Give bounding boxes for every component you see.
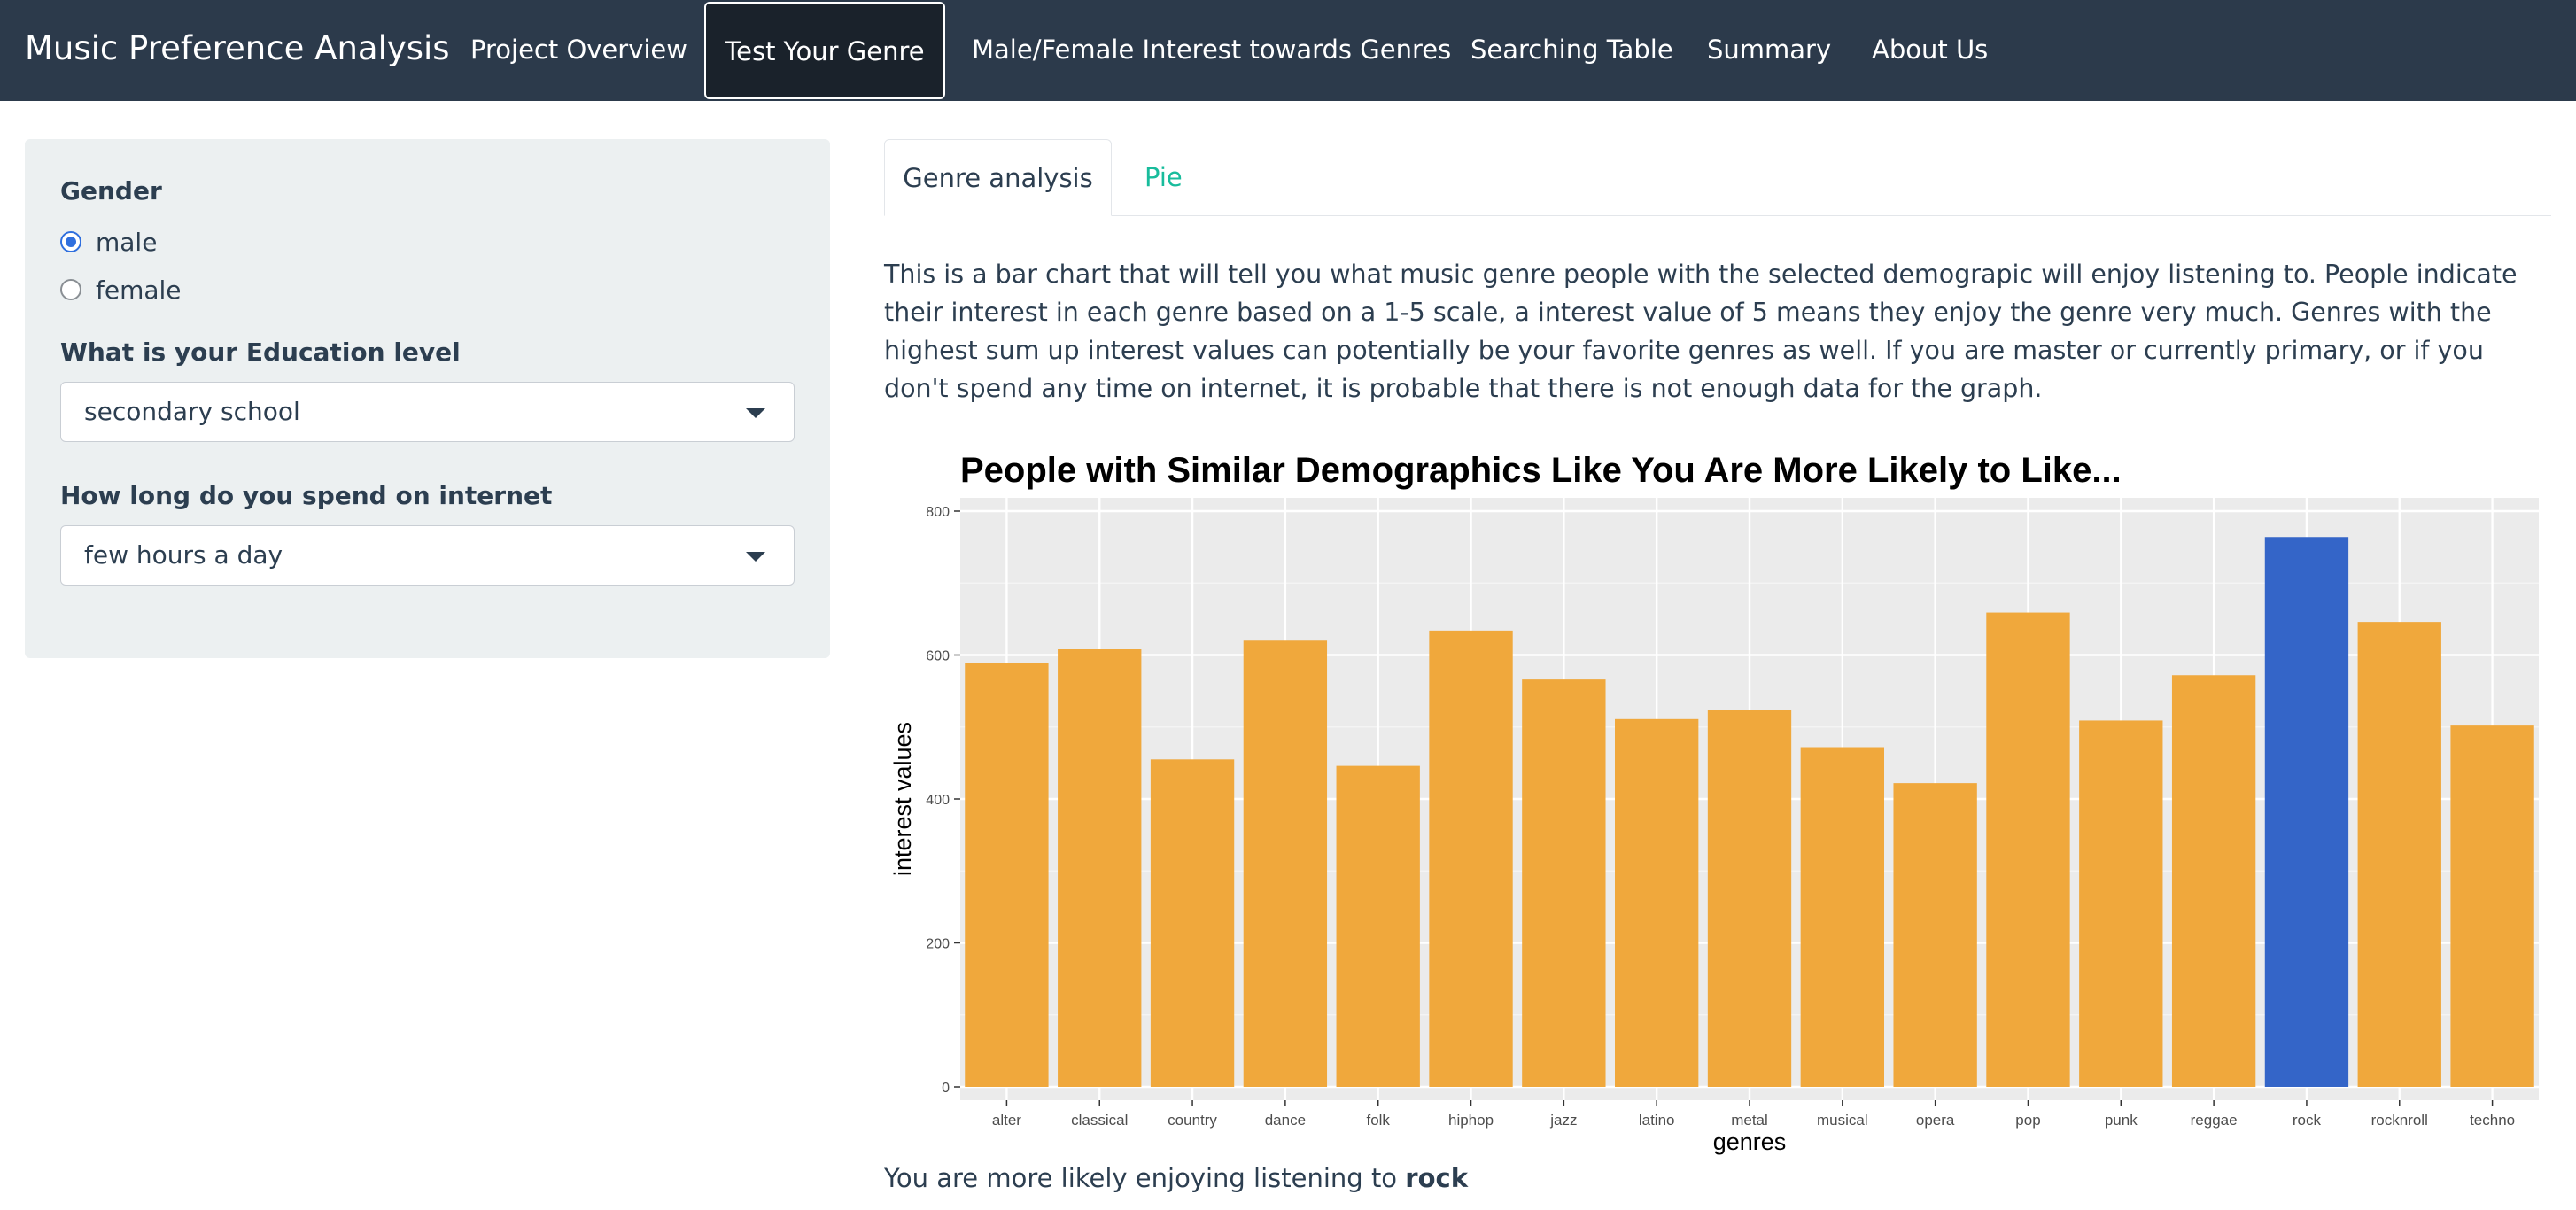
x-tick-label-opera: opera — [1916, 1112, 1955, 1129]
bar-latino — [1615, 718, 1699, 1087]
y-tick-label: 400 — [926, 793, 950, 808]
x-tick-label-hiphop: hiphop — [1448, 1112, 1494, 1129]
x-tick-label-country: country — [1168, 1112, 1217, 1129]
x-tick-label-rocknroll: rocknroll — [2371, 1112, 2428, 1129]
nav-about-us[interactable]: About Us — [1872, 35, 1989, 65]
internet-select[interactable]: few hours a day — [60, 525, 795, 586]
education-label: What is your Education level — [60, 337, 461, 367]
navbar: Music Preference Analysis Project Overvi… — [0, 0, 2576, 101]
result-text: You are more likely enjoying listening t… — [884, 1163, 1468, 1193]
x-tick-label-latino: latino — [1639, 1112, 1675, 1129]
y-tick-label: 600 — [926, 649, 950, 664]
bar-jazz — [1522, 679, 1606, 1087]
x-axis-title: genres — [1713, 1129, 1787, 1155]
internet-select-value: few hours a day — [84, 540, 283, 570]
radio-male[interactable] — [60, 231, 81, 252]
x-tick-label-dance: dance — [1265, 1112, 1306, 1129]
x-tick-label-punk: punk — [2105, 1112, 2138, 1129]
education-select-value: secondary school — [84, 397, 300, 426]
gender-option-male[interactable]: male — [60, 224, 157, 260]
sidebar-panel: Gender male female What is your Educatio… — [25, 139, 830, 658]
x-tick-label-folk: folk — [1366, 1112, 1390, 1129]
x-tick-label-classical: classical — [1071, 1112, 1128, 1129]
bar-pop — [1986, 612, 2070, 1087]
chart-description: This is a bar chart that will tell you w… — [884, 260, 2518, 403]
nav-summary[interactable]: Summary — [1707, 35, 1832, 65]
tab-pie[interactable]: Pie — [1144, 162, 1183, 192]
x-tick-label-techno: techno — [2470, 1112, 2515, 1129]
nav-searching-table[interactable]: Searching Table — [1470, 35, 1673, 65]
radio-female[interactable] — [60, 279, 81, 300]
bar-opera — [1893, 783, 1977, 1087]
x-tick-label-alter: alter — [992, 1112, 1021, 1129]
y-tick-label: 800 — [926, 505, 950, 520]
bar-hiphop — [1429, 630, 1513, 1087]
chart-title: People with Similar Demographics Like Yo… — [960, 451, 2122, 490]
tab-genre-analysis[interactable]: Genre analysis — [884, 139, 1112, 216]
x-tick-label-rock: rock — [2293, 1112, 2322, 1129]
gender-option-female[interactable]: female — [60, 272, 182, 307]
bar-folk — [1336, 765, 1420, 1087]
bar-reggae — [2171, 675, 2256, 1087]
internet-label: How long do you spend on internet — [60, 481, 553, 510]
x-tick-label-jazz: jazz — [1549, 1112, 1577, 1129]
bar-rock — [2264, 537, 2349, 1087]
radio-female-label: female — [96, 275, 182, 305]
y-axis-title: interest values — [889, 722, 916, 876]
chevron-down-icon — [746, 408, 765, 418]
bar-country — [1150, 759, 1235, 1087]
gender-label: Gender — [60, 176, 162, 206]
bar-punk — [2079, 720, 2163, 1087]
y-tick-label: 200 — [926, 937, 950, 952]
genre-bar-chart: People with Similar Demographics Like Yo… — [889, 451, 2539, 1155]
education-select[interactable]: secondary school — [60, 382, 795, 442]
result-genre: rock — [1405, 1163, 1468, 1193]
bar-rocknroll — [2357, 622, 2441, 1087]
bar-dance — [1243, 640, 1328, 1087]
nav-test-your-genre[interactable]: Test Your Genre — [704, 2, 945, 99]
bar-classical — [1058, 649, 1142, 1087]
x-tick-label-pop: pop — [2015, 1112, 2040, 1129]
bar-techno — [2450, 725, 2534, 1087]
x-tick-label-musical: musical — [1817, 1112, 1868, 1129]
result-prefix: You are more likely enjoying listening t… — [884, 1163, 1406, 1193]
y-tick-label: 0 — [942, 1081, 950, 1096]
bar-musical — [1800, 747, 1884, 1087]
app-brand[interactable]: Music Preference Analysis — [25, 29, 450, 67]
radio-male-label: male — [96, 227, 158, 257]
chevron-down-icon — [746, 552, 765, 562]
x-tick-label-metal: metal — [1731, 1112, 1768, 1129]
bar-metal — [1707, 710, 1792, 1087]
bar-alter — [965, 663, 1049, 1087]
tabs-divider — [884, 215, 2551, 216]
x-tick-label-reggae: reggae — [2191, 1112, 2238, 1129]
nav-male-female-interest[interactable]: Male/Female Interest towards Genres — [972, 35, 1452, 65]
nav-project-overview[interactable]: Project Overview — [470, 35, 687, 65]
